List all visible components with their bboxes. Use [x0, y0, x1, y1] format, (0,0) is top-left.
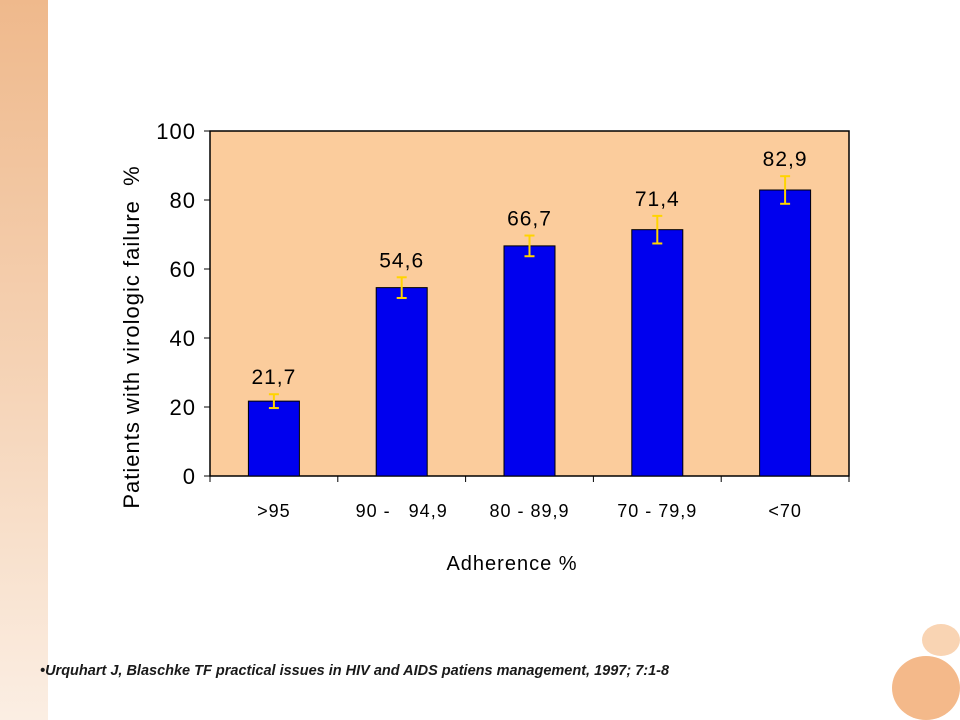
x-axis-label: Adherence %	[446, 553, 577, 575]
bar-value-label: 82,9	[763, 148, 808, 171]
y-tick-label: 80	[170, 188, 196, 213]
x-tick-label: 70 - 79,9	[617, 501, 697, 521]
y-tick-label: 40	[170, 326, 196, 351]
error-bars-group	[268, 175, 791, 410]
error-bar	[268, 393, 279, 410]
x-tick-label: 90 - 94,9	[356, 501, 448, 521]
bar	[631, 229, 684, 477]
x-tick-label: <70	[768, 501, 802, 521]
decorative-circle-large	[892, 656, 960, 720]
error-bar	[780, 175, 791, 205]
bar	[503, 245, 556, 477]
x-tick-label: 80 - 89,9	[489, 501, 569, 521]
bar	[247, 400, 300, 477]
bar-value-label: 21,7	[251, 366, 296, 389]
bar	[375, 287, 428, 477]
value-labels-group: 21,7 54,6 66,7 71,4 82,9	[251, 148, 808, 389]
y-tick-label: 100	[156, 119, 196, 144]
x-tick-label: >95	[257, 501, 291, 521]
bar	[759, 189, 812, 477]
decorative-circle-small	[922, 624, 960, 656]
decorative-left-band	[0, 0, 48, 720]
error-bar	[652, 214, 663, 245]
bar-value-label: 66,7	[507, 208, 552, 231]
bar-value-label: 54,6	[379, 249, 424, 272]
error-bar	[396, 276, 407, 299]
error-bar	[524, 234, 535, 258]
x-axis: >95 90 - 94,9 80 - 89,9 70 - 79,9 <70	[209, 476, 850, 521]
y-axis: 0 20 40 60 80 100	[156, 119, 210, 489]
bars-group	[247, 189, 812, 477]
y-tick-label: 60	[170, 257, 196, 282]
y-axis-label: Patients with virologic failure %	[119, 165, 144, 508]
y-tick-label: 20	[170, 395, 196, 420]
y-tick-label: 0	[183, 464, 196, 489]
citation-text: •Urquhart J, Blaschke TF practical issue…	[40, 663, 670, 679]
bar-value-label: 71,4	[635, 188, 680, 211]
